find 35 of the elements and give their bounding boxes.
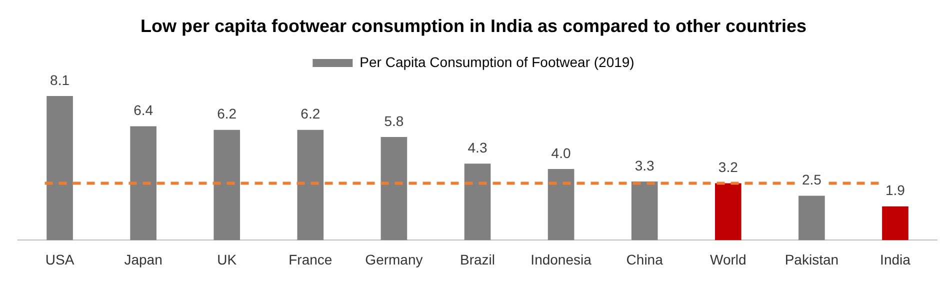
bar — [380, 136, 408, 240]
bar — [46, 96, 73, 240]
bar — [548, 169, 574, 240]
data-label: 6.2 — [217, 106, 237, 122]
x-tick-label: Japan — [124, 251, 162, 268]
x-tick-label: China — [626, 251, 664, 268]
data-label: 2.5 — [802, 172, 822, 188]
bar — [798, 196, 825, 240]
legend-label: Per Capita Consumption of Footwear (2019) — [360, 54, 634, 70]
data-label: 1.9 — [885, 182, 906, 198]
x-tick-label: Pakistan — [784, 251, 839, 268]
x-tick-label: Germany — [365, 251, 423, 268]
data-label: 3.3 — [634, 157, 655, 174]
data-label: 3.2 — [718, 159, 738, 176]
data-label: 5.8 — [384, 112, 404, 129]
bar — [714, 183, 742, 240]
data-label: 4.0 — [551, 144, 571, 161]
bar — [130, 126, 156, 240]
bar — [631, 181, 658, 240]
x-tick-label: Indonesia — [530, 251, 592, 268]
x-tick-label: Brazil — [460, 251, 496, 268]
data-label: 8.1 — [50, 72, 70, 88]
x-tick-label: France — [288, 251, 332, 268]
data-label: 6.4 — [134, 102, 154, 118]
x-tick-label: UK — [217, 251, 238, 268]
bar — [297, 130, 324, 240]
x-tick-label: World — [710, 251, 746, 268]
data-label: 6.2 — [300, 106, 320, 122]
bar — [882, 206, 908, 240]
x-tick-label: USA — [45, 251, 75, 268]
data-label: 4.3 — [468, 140, 488, 156]
chart-title: Low per capita footwear consumption in India as compared to other countries — [139, 16, 808, 37]
bar — [214, 130, 240, 240]
x-tick-label: India — [880, 251, 911, 268]
bar — [464, 164, 491, 240]
